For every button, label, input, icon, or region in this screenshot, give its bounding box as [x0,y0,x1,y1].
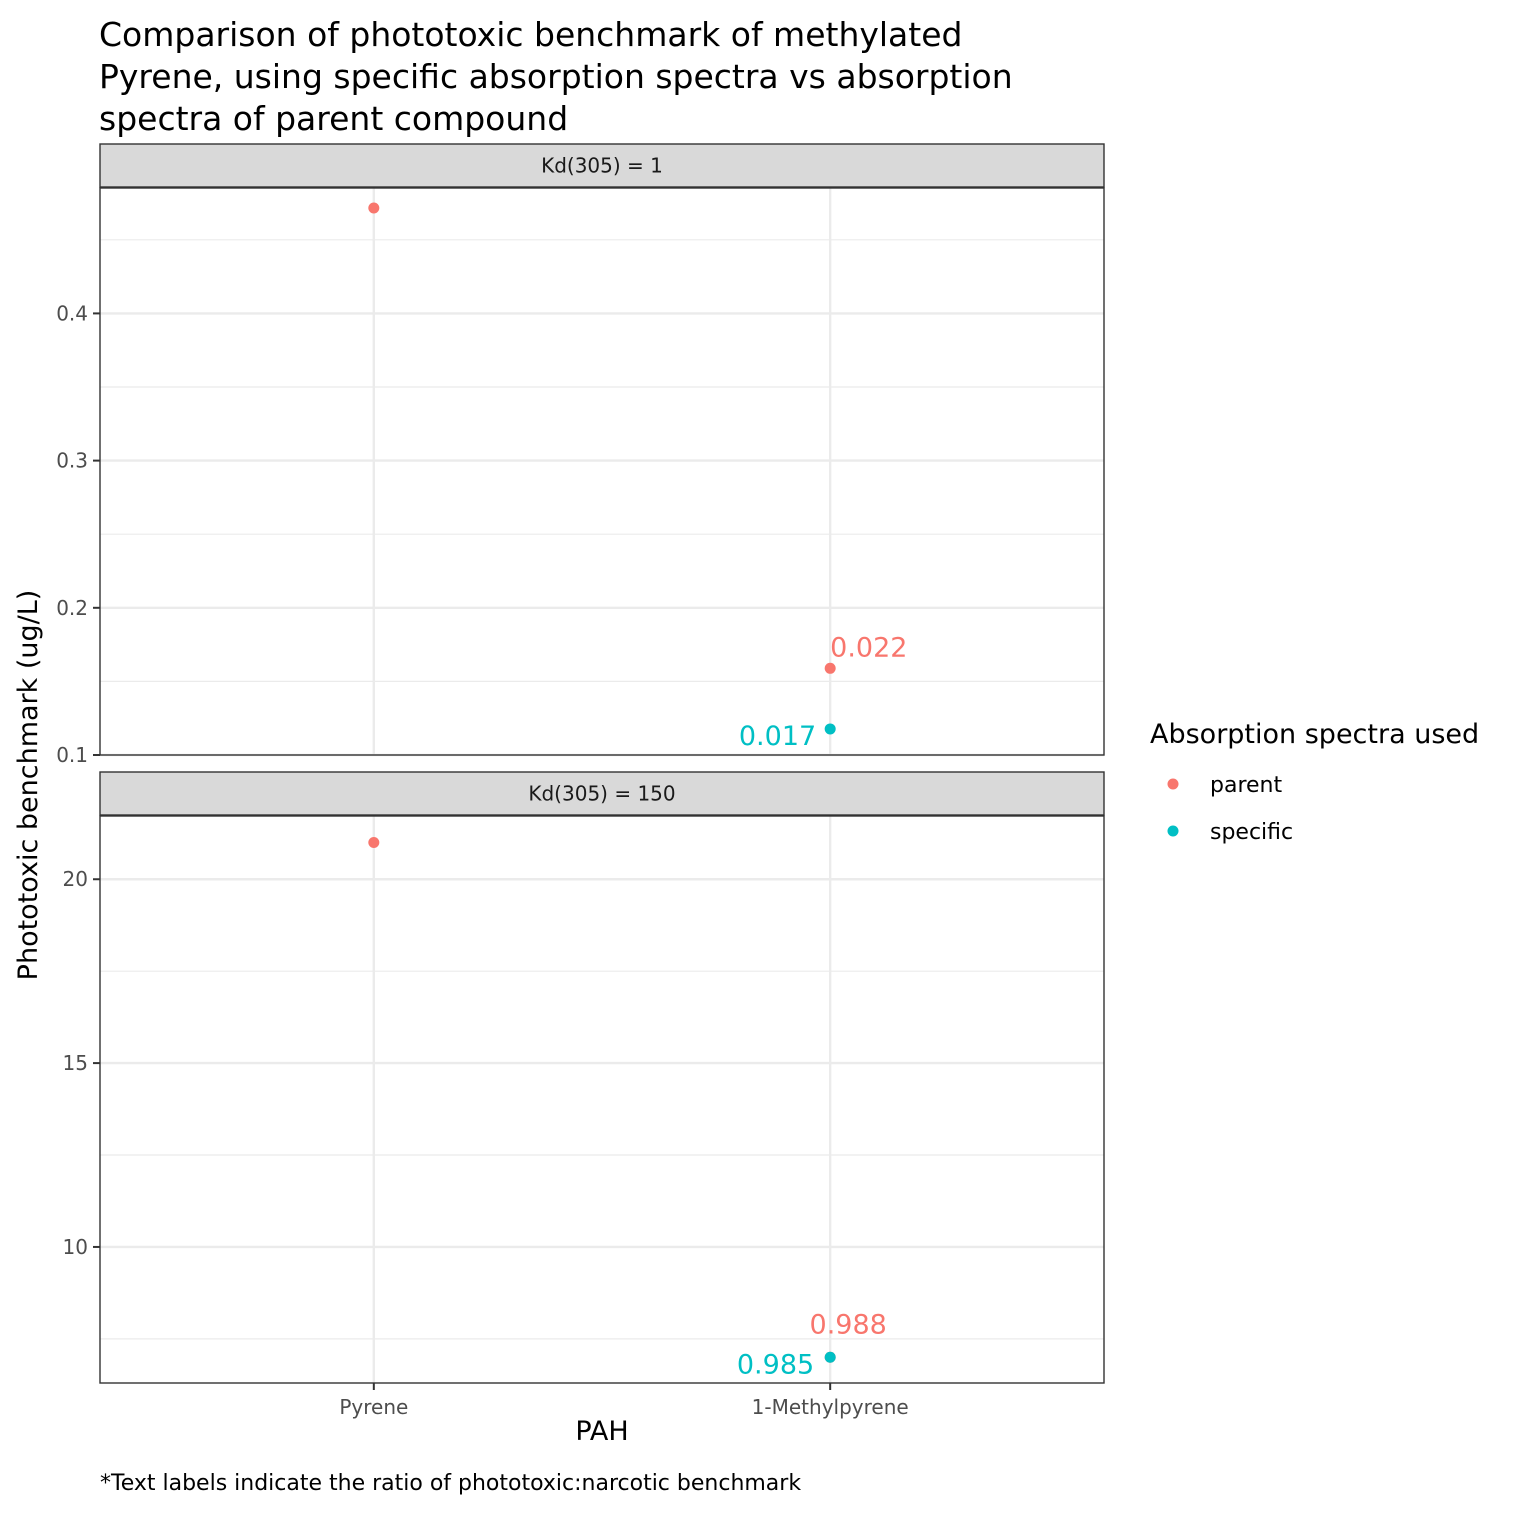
x-tick-label: 1-Methylpyrene [752,1395,909,1419]
y-axis-title: Phototoxic benchmark (ug/L) [13,590,44,981]
data-label-specific: 0.017 [739,721,816,752]
data-label-specific: 0.985 [737,1349,814,1380]
panel-background [100,816,1104,1383]
y-tick-label: 0.3 [56,449,88,473]
facet-panel: 0.1 0.2 0.3 0.4 0.022 0.017 Kd(305) = 1 [56,143,1105,767]
data-point-specific [824,723,836,735]
legend-title: Absorption spectra used [1150,719,1479,750]
y-tick-label: 20 [63,867,88,891]
chart-title-line-3: spectra of parent compound [99,99,568,138]
legend-key-specific [1167,825,1179,837]
legend-key-parent [1167,778,1179,790]
y-tick-label: 0.2 [56,596,88,620]
chart-title-line-2: Pyrene, using specific absorption spectr… [99,57,1013,96]
facet-strip [99,771,1105,816]
legend: Absorption spectra used parent specific [1150,719,1479,845]
chart-title: Comparison of phototoxic benchmark of me… [99,15,1013,138]
legend-label-parent: parent [1210,773,1282,798]
y-tick-label: 15 [63,1051,88,1075]
data-point-specific [824,1351,836,1363]
y-tick-label: 0.4 [56,301,88,325]
facet-panel: 10 15 20 0.988 0.985 Kd(305) = 150 [63,771,1105,1384]
facet-strip-label: Kd(305) = 150 [528,782,675,806]
x-axis-title: PAH [575,1416,628,1447]
y-tick-label: 10 [63,1235,88,1259]
x-axis: Pyrene 1-Methylpyrene [339,1383,909,1419]
data-point-parent [368,202,380,214]
facet-strip-label: Kd(305) = 1 [541,154,663,178]
x-tick-label: Pyrene [339,1395,408,1419]
data-point-parent [824,662,836,674]
panel-border [99,815,1105,1384]
data-label-parent: 0.988 [810,1309,887,1340]
facet-strip [99,143,1105,188]
facet-panels: 0.1 0.2 0.3 0.4 0.022 0.017 Kd(305) = 1 10 15 20 0… [56,143,1105,1384]
panel-border [99,187,1105,756]
y-tick-label: 0.1 [56,743,88,767]
legend-entries: parent specific [1167,773,1293,845]
data-label-parent: 0.022 [830,632,907,663]
panel-background [100,188,1104,755]
chart-caption: *Text labels indicate the ratio of photo… [100,1471,801,1496]
data-point-parent [368,836,380,848]
chart-title-line-1: Comparison of phototoxic benchmark of me… [99,15,962,54]
legend-label-specific: specific [1210,820,1293,845]
